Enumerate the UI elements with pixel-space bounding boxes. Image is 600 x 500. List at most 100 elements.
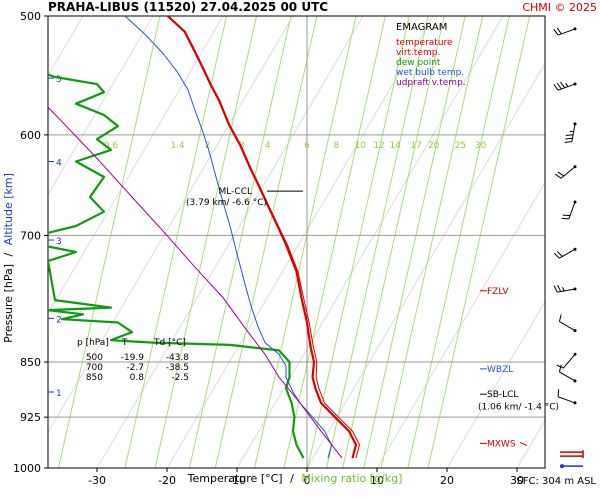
table-cell: -2.7 [126,363,144,373]
ml-ccl-label: ML-CCL [219,187,252,197]
mixing-ratio-line [58,16,161,468]
altitude-tick-label: 5 [56,75,62,85]
sounding-table: p [hPa] T Td [°C] 500 -19.9 -43.8 700 -2.7 -38.5… [77,338,189,383]
x-tick-label: -20 [158,474,176,487]
mixing-ratio-label: 30 [475,141,487,151]
mixing-ratio-label: 3 [239,141,245,151]
mixing-ratio-line [283,16,386,468]
y-axis-label-separator: / [2,252,15,256]
wind-barb [553,27,577,36]
isotherm-line [306,62,545,468]
mixing-ratio-label: 17 [410,141,421,151]
isotherm-line [587,16,600,468]
isotherm-line [48,16,154,196]
altitude-tick-label: 3 [56,237,62,247]
y-tick-label: 500 [20,10,41,23]
level-label: (1.06 km/ -1.4 °C) [478,403,559,413]
mixing-ratio-line [407,16,510,468]
isotherm-line [516,419,545,468]
altitude-tick-label: 1 [56,389,62,399]
legend-entry: udpraft v.temp. [396,78,466,88]
wind-barb [556,352,577,369]
series-dew-point-line [48,73,305,459]
mixing-ratio-line [124,16,227,468]
mixing-ratio-label: 25 [455,141,466,151]
mixing-ratio-line [326,16,429,468]
mixing-ratio-label: 14 [389,141,401,151]
y-tick-label: 700 [20,229,41,242]
x-tick-label: 0 [304,474,311,487]
wind-barb [553,247,577,259]
legend-entry: wet bulb temp. [396,68,464,78]
table-cell: 500 [86,353,103,363]
wind-barb [553,81,577,91]
wind-barb [553,284,577,293]
mixing-ratio-line [254,16,357,468]
table-header: p [hPa] [77,338,109,348]
mixing-ratio-label: 0.6 [104,141,119,151]
y-axis-label-altitude: Altitude [km] [2,173,15,245]
level-label: MXWS [487,439,516,449]
x-tick-label: -10 [228,474,246,487]
legend-entry: temperature [396,38,453,48]
mixing-ratio-line [380,16,484,468]
mixing-ratio-line [307,16,410,468]
wind-barb [554,165,577,179]
isotherm-line [376,181,545,468]
series-udpraft-v-temp-line [48,106,343,459]
mixing-ratio-label: 6 [304,141,310,151]
surface-indicator [560,450,584,469]
mixing-ratio-label: 10 [354,141,366,151]
station-title: PRAHA-LIBUS (11520) 27.04.2025 00 UTC [48,0,328,14]
sfc-label: SFC: 304 m ASL [516,476,596,487]
wind-barb [557,389,577,405]
mixing-ratio-line [154,16,258,468]
x-axis-label-mixing-ratio: Mixing ratio [g/kg] [301,472,402,485]
x-tick-label: 20 [440,474,454,487]
level-marker [519,441,528,446]
x-tick-label: -30 [88,474,106,487]
series-group [48,16,360,459]
mixing-ratio-label: 12 [373,141,384,151]
legend-entry: virt.temp. [396,48,440,58]
mixing-ratio-line [427,16,531,468]
mixing-ratio-label: 1.4 [170,141,185,151]
table-cell: -19.9 [121,353,145,363]
isotherm-line [236,16,504,468]
table-cell: 850 [86,373,103,383]
legend-entry: dew point [396,58,441,68]
isotherm-line [96,16,364,468]
altitude-tick-label: 4 [56,159,62,169]
isotherm-line [48,16,224,315]
table-header: Td [°C] [153,338,186,348]
series-temperature-line [166,16,358,459]
chart-title: EMAGRAM [396,22,447,33]
isotherm-line [166,16,434,468]
table-cell: -2.5 [171,373,189,383]
level-label: FZLV [487,287,509,297]
x-axis-label-separator: / [290,472,294,485]
plot-area: -30 -20 -10 0 10 20 30500600700850925100012345… [13,10,600,487]
y-tick-label: 850 [20,356,41,369]
table-cell: -38.5 [166,363,189,373]
series-virt-temp-line [168,16,360,459]
mixing-ratio-line [214,16,318,468]
wind-barb [564,122,577,143]
level-label: WBZL [487,365,513,375]
y-tick-label: 600 [20,129,41,142]
mixing-ratio-line [188,16,292,468]
wind-barb [558,314,577,333]
y-axis-label: Pressure [hPa] / Altitude [km] [2,173,15,343]
x-tick-label: 30 [510,474,524,487]
copyright-credit: CHMI © 2025 [522,1,597,14]
ml-ccl-detail: (3.79 km/ -6.6 °C) [186,198,267,208]
mixing-ratio-label: 8 [334,141,340,151]
mixing-ratio-line [342,16,445,468]
x-axis-label-temperature: Temperature [°C] [187,472,283,485]
y-tick-label: 925 [20,411,41,424]
isotherm-line [48,16,294,434]
table-cell: 0.8 [130,373,145,383]
plot-clip-group [48,16,600,468]
